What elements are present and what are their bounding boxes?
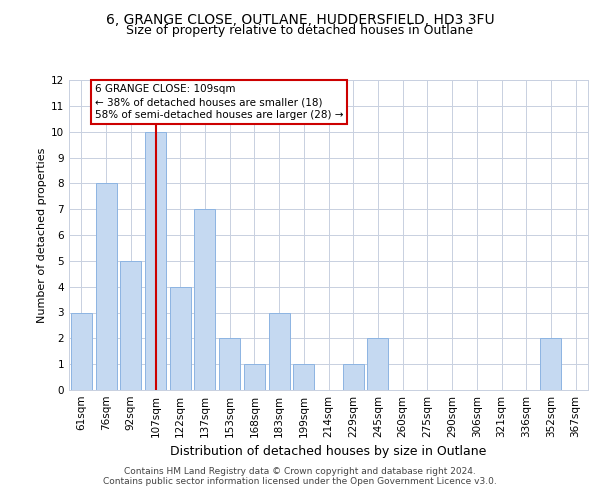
Text: Contains HM Land Registry data © Crown copyright and database right 2024.: Contains HM Land Registry data © Crown c… [124, 467, 476, 476]
Bar [219, 338, 240, 390]
Bar [293, 364, 314, 390]
Bar [541, 338, 562, 390]
Bar [269, 312, 290, 390]
Bar [170, 286, 191, 390]
Y-axis label: Number of detached properties: Number of detached properties [37, 148, 47, 322]
Text: Size of property relative to detached houses in Outlane: Size of property relative to detached ho… [127, 24, 473, 37]
Bar [244, 364, 265, 390]
Text: Contains public sector information licensed under the Open Government Licence v3: Contains public sector information licen… [103, 477, 497, 486]
Bar [343, 364, 364, 390]
Bar [194, 209, 215, 390]
Bar [95, 184, 116, 390]
Bar [367, 338, 388, 390]
X-axis label: Distribution of detached houses by size in Outlane: Distribution of detached houses by size … [170, 446, 487, 458]
Text: 6 GRANGE CLOSE: 109sqm
← 38% of detached houses are smaller (18)
58% of semi-det: 6 GRANGE CLOSE: 109sqm ← 38% of detached… [95, 84, 343, 120]
Bar [145, 132, 166, 390]
Text: 6, GRANGE CLOSE, OUTLANE, HUDDERSFIELD, HD3 3FU: 6, GRANGE CLOSE, OUTLANE, HUDDERSFIELD, … [106, 12, 494, 26]
Bar [120, 261, 141, 390]
Bar [71, 312, 92, 390]
